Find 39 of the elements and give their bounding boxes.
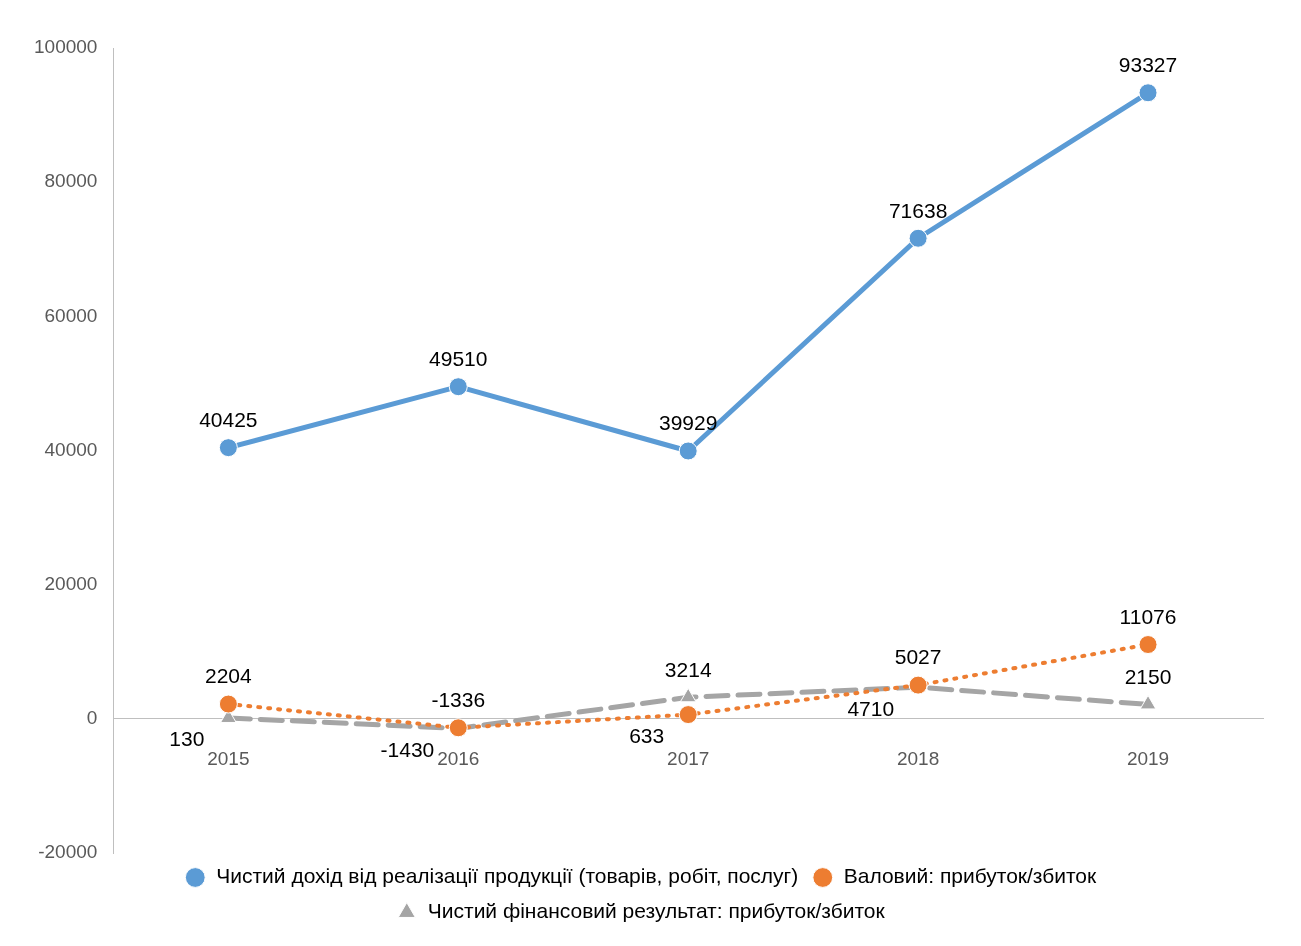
y-tick-label: 60000 — [44, 304, 98, 326]
point — [1138, 83, 1158, 103]
legend-label: Чистий фінансовий результат: прибуток/збиток — [427, 899, 886, 923]
x-tick-label: 2015 — [207, 748, 250, 770]
y-tick-label: -20000 — [38, 841, 98, 863]
data-label: 3214 — [664, 657, 712, 681]
data-label: 93327 — [1118, 53, 1178, 77]
point — [678, 441, 698, 461]
legend-label: Валовий: прибуток/збиток — [843, 864, 1098, 888]
data-label: 71638 — [888, 198, 948, 222]
x-tick-label: 2016 — [437, 748, 480, 770]
data-label: 2204 — [205, 664, 253, 688]
data-label: 130 — [169, 727, 205, 751]
point — [678, 705, 698, 725]
legend-label: Чистий дохід від реалізації продукції (товарів, робіт, послуг) — [216, 864, 799, 888]
data-label: 49510 — [429, 347, 488, 370]
data-label: -1336 — [431, 688, 486, 712]
point — [218, 694, 238, 714]
point — [448, 718, 468, 738]
y-tick-label: 40000 — [44, 438, 98, 460]
data-label: -1430 — [380, 737, 435, 761]
x-tick-label: 2019 — [1126, 748, 1170, 770]
x-tick-label: 2018 — [896, 748, 940, 770]
data-label: 4710 — [847, 696, 895, 720]
y-tick-label: 20000 — [44, 572, 98, 594]
y-tick-label: 0 — [86, 707, 98, 729]
x-tick-label: 2017 — [667, 748, 710, 770]
data-label: 5027 — [894, 645, 942, 669]
point — [1138, 635, 1158, 655]
data-label: 39929 — [659, 411, 718, 435]
y-tick-label: 80000 — [44, 170, 98, 192]
data-label: 633 — [629, 723, 665, 747]
data-label: 40425 — [199, 407, 258, 431]
point — [218, 438, 238, 458]
point — [448, 377, 468, 397]
y-tick-label: 100000 — [34, 36, 98, 58]
data-label: 11076 — [1119, 604, 1177, 628]
point — [908, 228, 928, 248]
data-label: 2150 — [1124, 664, 1172, 688]
